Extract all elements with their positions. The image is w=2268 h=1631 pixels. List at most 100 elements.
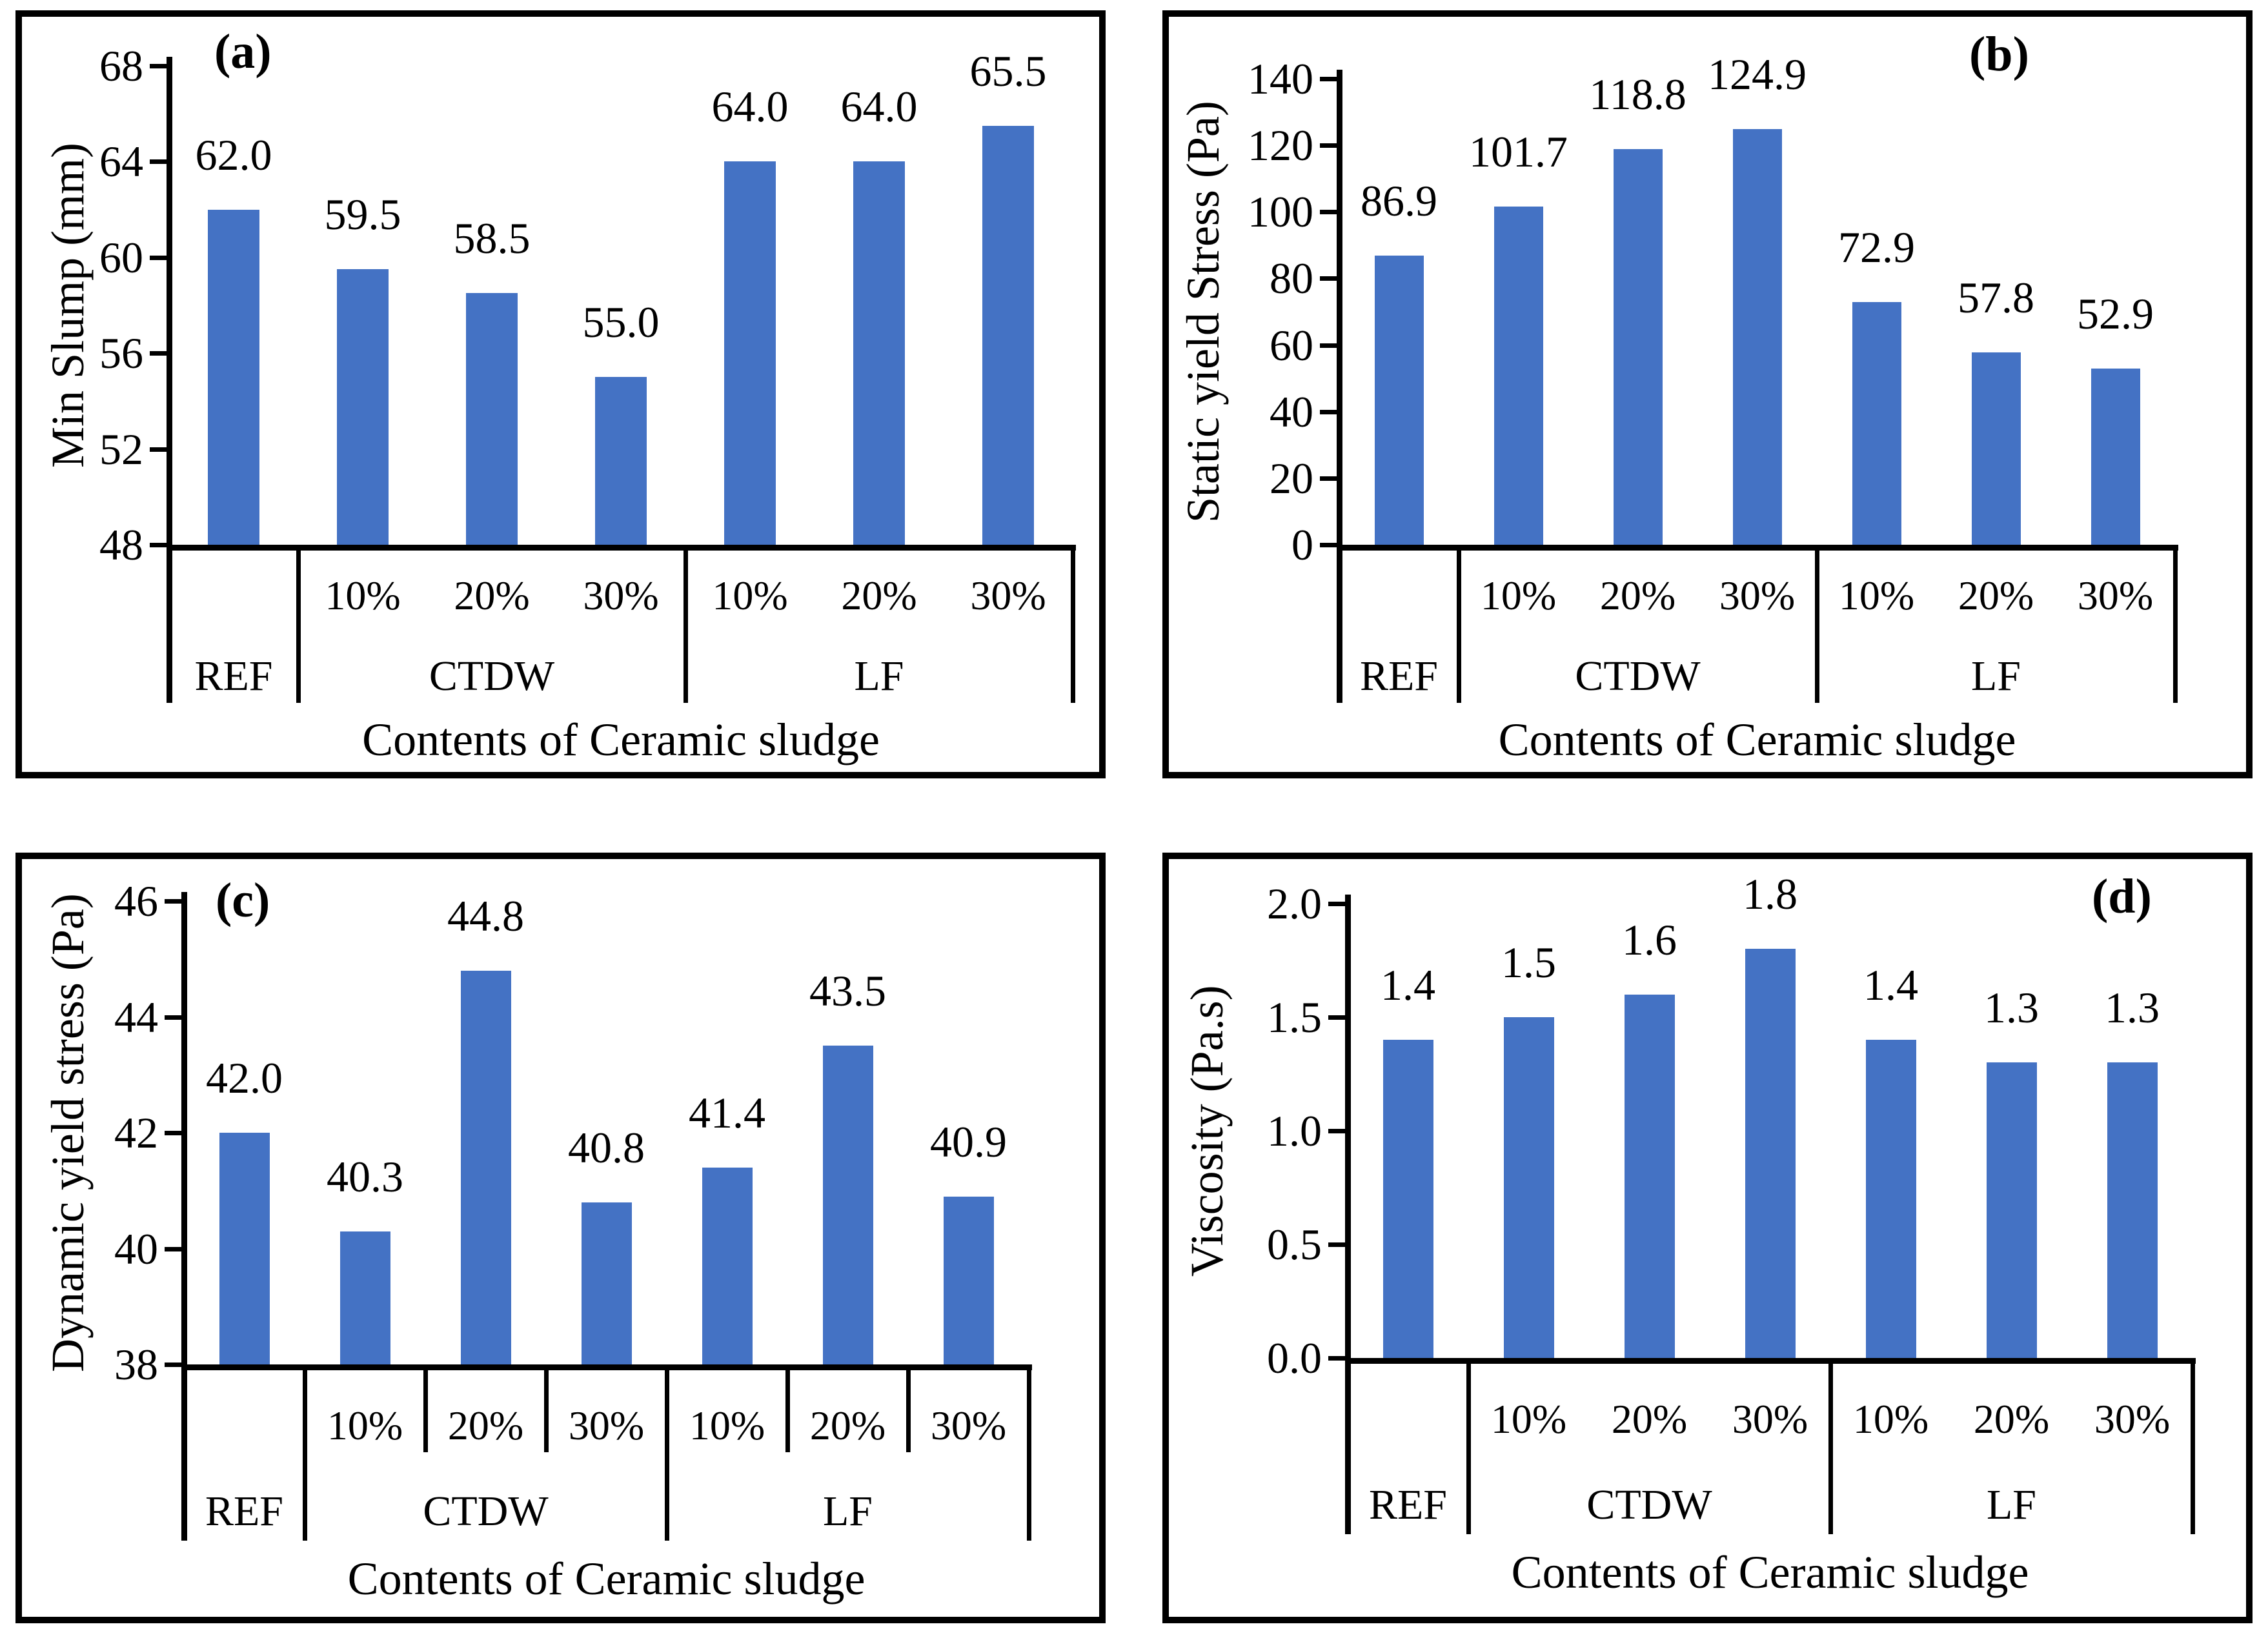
x-axis-title-a: Contents of Ceramic sludge [362, 714, 880, 765]
y-tick-label: 38 [114, 1340, 158, 1389]
group-label: LF [822, 1488, 873, 1535]
y-tick-label: 100 [1248, 187, 1313, 237]
bar-value-label: 58.5 [453, 214, 531, 263]
y-axis-tick [1328, 1356, 1348, 1361]
category-divider [665, 1364, 669, 1541]
pct-tick-label: 20% [809, 1403, 886, 1448]
y-tick-label: 60 [99, 232, 143, 282]
panel-b: (b) Static yield Stress (Pa) Contents of… [1162, 10, 2253, 778]
bar [1374, 255, 1424, 545]
y-tick-label: 40 [114, 1224, 158, 1273]
chart-c: 38 40 42 44 46 42.0 40.3 10% 44.8 20% 40.8 30% 41.4 1… [22, 859, 1099, 1617]
group-label: REF [194, 653, 273, 700]
bar [943, 1196, 994, 1364]
bar-value-label: 1.4 [1381, 960, 1435, 1010]
bar-value-label: 64.0 [840, 82, 918, 132]
y-axis-tick [165, 1015, 184, 1020]
y-axis-tick [150, 543, 169, 547]
bar [466, 293, 518, 545]
bar [1865, 1040, 1916, 1358]
y-axis-tick [150, 351, 169, 356]
y-axis-tick [1320, 409, 1339, 414]
pct-tick-label: 20% [447, 1403, 524, 1448]
category-divider [296, 545, 301, 703]
chart-d: 0.0 0.5 1.0 1.5 2.0 1.4 1.5 10% 1.6 20% 1.8 30% 1.4 1… [1169, 859, 2246, 1617]
panel-letter-b: (b) [1969, 27, 2029, 81]
bar [1613, 149, 1663, 545]
subcategory-divider [785, 1364, 790, 1452]
y-axis-line [1345, 895, 1351, 1534]
pct-tick-label: 20% [1958, 572, 2034, 618]
y-axis-tick [150, 159, 169, 165]
category-divider [2173, 545, 2178, 703]
pct-tick-label: 10% [1838, 572, 1915, 618]
pct-tick-label: 10% [1490, 1396, 1567, 1442]
pct-tick-label: 30% [2077, 572, 2154, 618]
y-axis-tick [150, 447, 169, 452]
subcategory-divider [423, 1364, 428, 1452]
bar [219, 1133, 270, 1364]
pct-tick-label: 20% [1973, 1396, 2050, 1442]
bar-value-label: 55.0 [582, 298, 660, 347]
group-label: CTDW [429, 653, 555, 700]
group-label: CTDW [1586, 1481, 1712, 1528]
y-axis-tick [1320, 77, 1339, 81]
bar [2091, 369, 2140, 545]
pct-tick-label: 30% [568, 1403, 645, 1448]
pct-tick-label: 20% [841, 572, 917, 618]
pct-tick-label: 10% [1852, 1396, 1929, 1442]
y-axis-tick [1328, 1129, 1348, 1133]
y-tick-label: 80 [1270, 254, 1313, 303]
bar-value-label: 64.0 [711, 82, 789, 132]
y-tick-label: 140 [1248, 54, 1313, 103]
y-axis-line [167, 57, 172, 703]
panel-letter-a: (a) [214, 25, 272, 79]
bar [1732, 128, 1782, 545]
group-label: LF [1986, 1481, 2037, 1528]
category-divider [1027, 1364, 1031, 1541]
y-tick-label: 56 [99, 329, 143, 378]
pct-tick-label: 10% [1480, 572, 1557, 618]
bar-value-label: 43.5 [809, 966, 886, 1016]
pct-tick-label: 30% [583, 572, 659, 618]
y-axis-line [1337, 70, 1342, 703]
pct-tick-label: 30% [930, 1403, 1007, 1448]
y-tick-label: 120 [1248, 121, 1313, 170]
bar [2107, 1062, 2158, 1358]
bar [581, 1202, 632, 1364]
y-tick-label: 60 [1270, 320, 1313, 370]
panel-letter-c: (c) [216, 873, 270, 927]
bar [1986, 1062, 2037, 1358]
pct-tick-label: 30% [1732, 1396, 1808, 1442]
panel-letter-d: (d) [2092, 869, 2152, 924]
category-divider [1071, 545, 1075, 703]
y-axis-tick [1320, 276, 1339, 281]
category-divider [1815, 545, 1819, 703]
bar [1745, 949, 1796, 1358]
bar-value-label: 40.3 [327, 1151, 403, 1201]
x-axis-line [169, 545, 1076, 551]
bar-value-label: 124.9 [1708, 49, 1807, 99]
y-axis-line [181, 892, 187, 1541]
pct-tick-label: 20% [1599, 572, 1676, 618]
subcategory-divider [906, 1364, 911, 1452]
y-tick-label: 0 [1291, 520, 1313, 569]
y-tick-label: 46 [114, 876, 158, 926]
bar-value-label: 1.3 [1984, 983, 2039, 1033]
category-divider [2191, 1358, 2195, 1534]
bar [1503, 1017, 1554, 1358]
bar [208, 209, 259, 545]
bar [724, 161, 776, 545]
group-label: LF [854, 653, 904, 700]
category-divider [1466, 1358, 1471, 1534]
y-axis-tick [150, 64, 169, 68]
y-axis-tick [1320, 343, 1339, 348]
bar [1624, 994, 1675, 1358]
bar [1382, 1040, 1433, 1358]
y-tick-label: 48 [99, 520, 143, 569]
y-axis-tick [165, 1246, 184, 1251]
chart-b: 0 20 40 60 80 100 120 140 86.9 101.7 10% 118.8 20% 12… [1169, 17, 2246, 772]
y-axis-tick [1328, 902, 1348, 906]
pct-tick-label: 20% [454, 572, 530, 618]
pct-tick-label: 10% [712, 572, 788, 618]
